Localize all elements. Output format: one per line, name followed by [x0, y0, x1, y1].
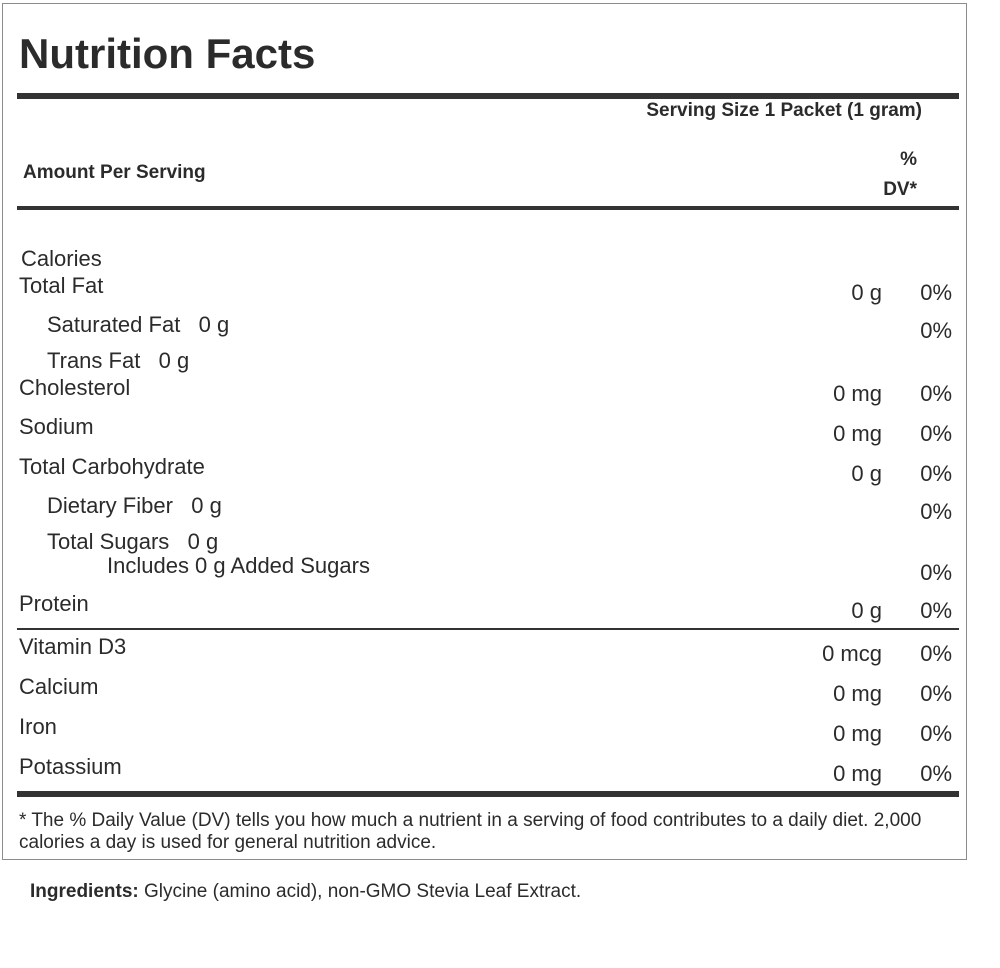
nutrient-dv: 0% [920, 421, 952, 446]
daily-value-heading: % DV* [883, 145, 917, 205]
vitamin-amount: 0 mg [833, 721, 882, 746]
ingredients-text: Glycine (amino acid), non-GMO Stevia Lea… [138, 881, 582, 902]
nutrient-label: Sodium [19, 414, 94, 439]
nutrient-dv: 0% [920, 318, 952, 343]
nutrient-label: Protein [19, 591, 89, 616]
vitamin-dv: 0% [920, 761, 952, 786]
nutrient-dv: 0% [920, 499, 952, 524]
nutrient-dv: 0% [920, 381, 952, 406]
ingredients-label: Ingredients: [30, 881, 139, 902]
nutrient-amount: 0 g [851, 280, 882, 305]
vitamin-amount: 0 mg [833, 761, 882, 786]
serving-size: Serving Size 1 Packet (1 gram) [646, 100, 922, 121]
vitamin-amount: 0 mcg [822, 641, 882, 666]
vitamin-label: Calcium [19, 674, 99, 699]
vitamin-dv: 0% [920, 681, 952, 706]
daily-value-heading-line1: % [900, 149, 917, 170]
vitamins-divider [17, 628, 959, 630]
vitamin-dv: 0% [920, 721, 952, 746]
panel-title: Nutrition Facts [19, 30, 316, 77]
nutrient-label: Saturated Fat 0 g [47, 312, 230, 337]
footnote-divider [17, 791, 959, 797]
vitamin-label: Vitamin D3 [19, 634, 127, 659]
header-divider [17, 206, 959, 210]
nutrient-dv: 0% [920, 280, 952, 305]
nutrient-label: Includes 0 g Added Sugars [107, 553, 370, 578]
nutrient-label: Total Carbohydrate [19, 454, 205, 479]
nutrient-dv: 0% [920, 560, 952, 585]
ingredients-line: Ingredients: Glycine (amino acid), non-G… [30, 881, 581, 903]
nutrient-amount: 0 g [851, 461, 882, 486]
nutrient-dv: 0% [920, 598, 952, 623]
nutrition-facts-panel: Nutrition Facts Serving Size 1 Packet (1… [2, 3, 967, 860]
vitamin-amount: 0 mg [833, 681, 882, 706]
nutrient-label: Total Fat [19, 273, 104, 298]
calories-label: Calories [21, 246, 102, 271]
amount-per-serving-heading: Amount Per Serving [23, 162, 206, 183]
nutrient-amount: 0 g [851, 598, 882, 623]
vitamin-label: Potassium [19, 754, 122, 779]
nutrient-amount: 0 mg [833, 421, 882, 446]
vitamin-dv: 0% [920, 641, 952, 666]
nutrient-label: Trans Fat 0 g [47, 348, 190, 373]
nutrient-label: Dietary Fiber 0 g [47, 493, 222, 518]
vitamin-label: Iron [19, 714, 57, 739]
nutrient-dv: 0% [920, 461, 952, 486]
title-divider [17, 93, 959, 99]
daily-value-footnote: * The % Daily Value (DV) tells you how m… [19, 810, 922, 853]
daily-value-heading-line2: DV* [883, 179, 917, 200]
nutrient-label: Total Sugars 0 g [47, 529, 219, 554]
nutrient-label: Cholesterol [19, 375, 131, 400]
nutrient-amount: 0 mg [833, 381, 882, 406]
